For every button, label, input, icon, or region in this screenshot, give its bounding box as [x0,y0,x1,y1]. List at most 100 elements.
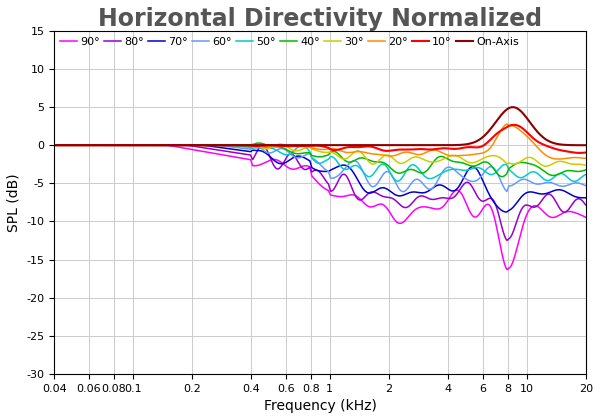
60° [583,183,590,188]
90° [504,267,511,272]
10° [373,146,380,151]
10° [389,148,397,153]
90° [359,200,367,205]
70° [373,187,380,192]
60° [51,143,58,148]
90° [83,143,91,148]
50° [359,169,367,174]
20° [51,143,58,148]
40° [390,168,397,173]
20° [509,123,517,129]
80° [373,191,380,196]
90° [373,202,380,207]
50° [509,170,516,175]
60° [510,182,517,187]
80° [51,143,58,148]
30° [583,163,590,168]
Line: 20°: 20° [55,124,586,159]
70° [51,143,58,148]
20° [555,157,562,162]
50° [51,143,58,148]
40° [499,174,506,179]
Line: 60°: 60° [55,144,586,192]
40° [510,163,517,168]
On-Axis [583,143,590,148]
80° [359,196,367,201]
80° [503,238,511,243]
Legend: 90°, 80°, 70°, 60°, 50°, 40°, 30°, 20°, 10°, On-Axis: 90°, 80°, 70°, 60°, 50°, 40°, 30°, 20°, … [60,37,519,47]
X-axis label: Frequency (kHz): Frequency (kHz) [264,399,377,413]
20° [373,152,380,157]
80° [509,230,517,235]
50° [571,179,578,184]
80° [454,191,461,196]
40° [374,159,382,164]
30° [390,157,397,162]
Y-axis label: SPL (dB): SPL (dB) [7,173,21,232]
30° [455,154,462,159]
10° [83,143,91,148]
70° [359,186,367,191]
30° [360,153,367,158]
10° [51,143,58,148]
60° [455,171,463,176]
Line: 80°: 80° [55,145,586,240]
On-Axis [359,143,367,148]
10° [583,150,590,155]
60° [360,171,367,176]
30° [509,161,517,166]
10° [577,150,584,155]
70° [509,205,517,210]
90° [51,143,58,148]
20° [583,156,590,161]
20° [83,143,91,148]
20° [454,153,461,158]
10° [511,122,518,127]
40° [83,143,91,148]
On-Axis [389,143,397,148]
Line: 90°: 90° [55,145,586,270]
50° [454,167,461,172]
40° [455,160,462,165]
10° [454,146,461,151]
Line: 40°: 40° [55,143,586,177]
50° [373,166,380,171]
30° [83,143,91,148]
On-Axis [509,105,516,110]
50° [83,143,91,148]
70° [503,210,510,215]
60° [400,189,407,194]
80° [583,202,590,207]
60° [390,176,397,181]
Line: 10°: 10° [55,125,586,153]
30° [51,143,58,148]
Line: 50°: 50° [55,145,586,181]
90° [509,260,517,265]
Line: 30°: 30° [55,144,586,166]
Title: Horizontal Directivity Normalized: Horizontal Directivity Normalized [98,7,542,31]
50° [583,172,590,177]
On-Axis [454,142,461,147]
70° [454,186,461,191]
20° [503,121,511,126]
70° [83,143,91,148]
70° [583,195,590,200]
On-Axis [373,143,380,148]
20° [389,153,397,158]
Line: On-Axis: On-Axis [55,107,586,145]
40° [255,141,262,146]
80° [389,196,397,201]
30° [374,159,382,164]
70° [389,191,397,196]
30° [542,164,550,169]
On-Axis [83,143,91,148]
60° [374,181,382,186]
90° [583,215,590,220]
40° [51,143,58,148]
50° [389,175,397,180]
80° [83,143,91,148]
40° [583,167,590,172]
10° [359,144,367,149]
20° [359,150,367,155]
90° [389,215,397,220]
